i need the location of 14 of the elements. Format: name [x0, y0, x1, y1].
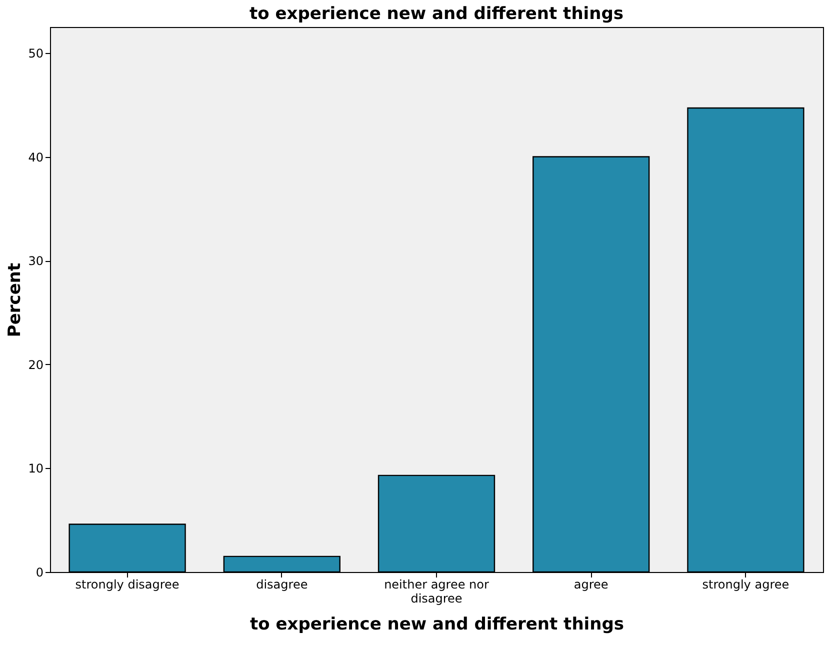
x-tick-label: agree — [574, 578, 608, 592]
x-axis-title: to experience new and different things — [250, 614, 624, 634]
x-tick-label: strongly disagree — [75, 578, 180, 592]
x-tick-label: disagree — [256, 578, 308, 592]
y-tick-label: 0 — [36, 566, 44, 580]
y-tick-label: 10 — [28, 462, 44, 476]
x-tick-label: strongly agree — [702, 578, 790, 592]
y-axis-title: Percent — [5, 262, 26, 338]
y-tick-label: 20 — [28, 358, 44, 372]
y-tick-label: 30 — [28, 254, 44, 268]
y-tick-label: 40 — [28, 150, 44, 164]
x-tick-label: neither agree nor disagree — [384, 578, 489, 606]
y-tick-label: 50 — [28, 46, 44, 60]
chart-title: to experience new and different things — [249, 4, 624, 24]
